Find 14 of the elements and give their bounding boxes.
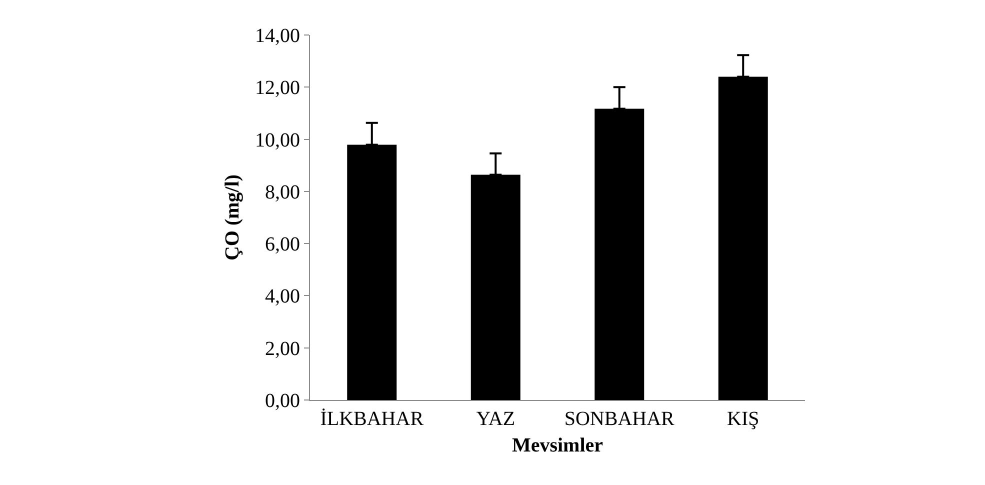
y-tick-label: 2,00 <box>265 338 300 360</box>
x-axis-title: Mevsimler <box>512 434 604 456</box>
y-tick-label: 6,00 <box>265 234 300 256</box>
y-tick-label: 14,00 <box>255 25 300 47</box>
x-tick-label: YAZ <box>476 408 516 430</box>
x-tick-label: KIŞ <box>727 408 760 430</box>
y-tick-label: 10,00 <box>255 129 300 152</box>
y-axis-title: ÇO (mg/l) <box>222 174 244 261</box>
y-tick-label: 12,00 <box>255 77 300 100</box>
y-tick-label: 8,00 <box>265 181 300 204</box>
y-tick-label: 0,00 <box>265 390 300 412</box>
x-tick-label: İLKBAHAR <box>320 408 424 430</box>
y-tick-label: 4,00 <box>265 286 300 308</box>
x-tick-label: SONBAHAR <box>564 408 676 430</box>
